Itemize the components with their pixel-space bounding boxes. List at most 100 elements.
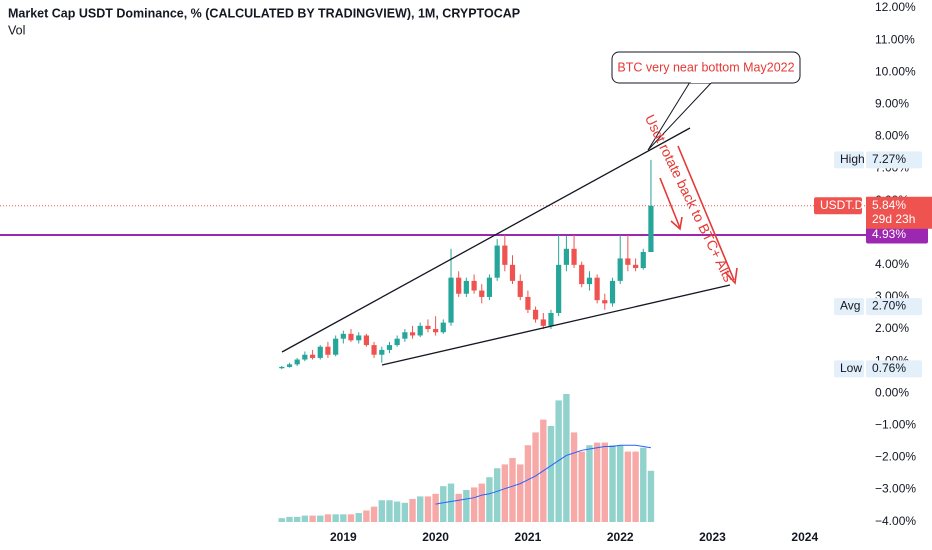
volume-bar [309,515,316,522]
volume-bar [470,487,478,522]
x-tick-label: 2022 [607,530,634,544]
volume-bar [547,426,555,522]
volume-bar [524,445,532,522]
volume-bar [517,464,524,522]
price-label-value-text: 7.27% [872,152,906,166]
volume-bar [609,445,616,522]
candle-body [294,359,300,365]
volume-bar [332,514,339,522]
price-label-name-box [834,151,864,169]
candle-body [317,346,323,358]
x-tick-label: 2020 [422,530,449,544]
volume-bar [409,498,416,522]
y-tick-label: 8.00% [875,129,909,143]
volume-bar [355,513,362,522]
candle-body [440,322,446,333]
price-label-name-text: Avg [840,299,860,313]
volume-bar [532,432,539,522]
volume-bar [624,451,632,522]
volume-bar [447,483,455,522]
y-tick-label: 2.00% [875,321,909,335]
volume-bar [317,515,324,522]
price-label-value-text: 0.76% [872,361,906,375]
price-label-name-text: Low [840,361,862,375]
y-tick-label: 9.00% [875,97,909,111]
candle-body [279,366,285,369]
callout-pointer [647,81,713,151]
trend-line-lower [381,284,731,366]
y-tick-label: 12.00% [875,0,916,14]
countdown: 29d 23h [872,212,915,226]
volume-bar [370,506,378,522]
price-label-value-box [866,360,922,378]
candle-body [348,333,354,341]
volume-bar [455,493,462,522]
x-tick-label: 2024 [791,530,818,544]
volume-bar [593,442,601,522]
y-tick-label: −1.00% [875,418,916,432]
arrow [677,145,735,281]
volume-bar [586,445,593,522]
volume-bar [601,442,608,522]
price-axis: 12.00%11.00%10.00%9.00%8.00%7.00%6.00%5.… [330,0,932,544]
candle-body [479,290,485,297]
arrow [659,177,681,229]
candle-body [579,264,585,285]
volume-bar [293,516,301,522]
candle-body [586,277,593,285]
volume-bar [486,477,493,522]
candle-body [617,258,623,281]
volume-bar [347,514,355,522]
volume-bar [501,464,509,522]
price-label-value-box [866,151,922,169]
volume-bar [632,451,639,522]
candle-body [509,264,516,281]
last-price-text: 5.84% [872,198,906,212]
volume-bar [440,486,447,522]
candle-body [286,364,293,367]
volume-bar [616,445,624,522]
candle-body [602,300,608,304]
volume-bar [555,400,562,522]
candle-body [356,335,362,341]
volume-label: Vol [8,23,25,37]
volume-bar [493,468,501,522]
candle-body [333,338,339,355]
candle-body [463,280,469,294]
volume-bar [570,432,578,522]
candle-body [302,354,308,360]
plot-area [0,159,866,522]
x-tick-label: 2023 [699,530,726,544]
candle-body [394,338,400,346]
x-tick-label: 2019 [330,530,357,544]
candle-body [402,332,408,339]
candle-body [609,280,616,304]
callout-text: BTC very near bottom May2022 [617,60,794,74]
price-label-value-text: 2.70% [872,299,906,313]
candle-body [525,296,531,310]
horizontal-line-label-text: 4.93% [872,227,906,241]
chart-title: Market Cap USDT Dominance, % (CALCULATED… [8,6,520,20]
volume-bar [478,483,485,522]
candle-body [625,258,631,265]
candle-body [648,205,654,252]
candle-body [540,319,546,326]
volume-bar [386,500,393,522]
price-label-name-box [834,298,864,316]
candle-body [371,345,377,355]
candle-body [494,245,500,278]
candle-body [417,325,423,336]
price-label-value-box [866,298,922,316]
volume-bar [578,451,585,522]
last-price-box [866,196,932,229]
arrow-head [724,267,738,285]
horizontal-line-label-box [866,226,928,244]
candle-body [433,329,439,333]
volume-bar [393,501,401,522]
candle-body [386,345,393,350]
candle-body [633,264,639,269]
volume-bar [340,514,347,522]
volume-bar [647,470,655,522]
